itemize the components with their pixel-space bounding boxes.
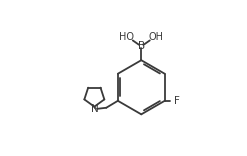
Text: HO: HO	[119, 32, 134, 42]
Text: F: F	[174, 96, 180, 106]
Text: N: N	[91, 104, 99, 114]
Text: OH: OH	[148, 32, 164, 42]
Text: B: B	[138, 41, 145, 51]
